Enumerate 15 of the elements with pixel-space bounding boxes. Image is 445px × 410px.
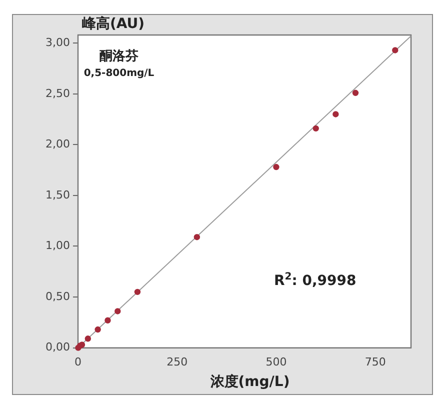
x-tick-label: 750: [364, 355, 386, 368]
x-axis-title: 浓度(mg/L): [209, 373, 290, 390]
x-tick-label: 0: [74, 355, 82, 368]
y-axis-title: 峰高(AU): [82, 15, 145, 32]
y-tick-label: 1,50: [46, 188, 70, 202]
y-tick-label: 2,50: [46, 86, 70, 100]
x-tick-label: 500: [266, 355, 287, 368]
annotation: 0,5-800mg/L: [84, 68, 155, 79]
annotation: 酮洛芬: [100, 49, 140, 64]
x-tick-label: 250: [166, 355, 188, 368]
y-tick-label: 0,50: [46, 290, 70, 303]
y-tick-label: 1,00: [46, 239, 70, 252]
y-tick-label: 2,00: [46, 138, 70, 151]
y-tick-label: 0,00: [46, 340, 70, 354]
y-tick-label: 3,00: [46, 36, 70, 49]
